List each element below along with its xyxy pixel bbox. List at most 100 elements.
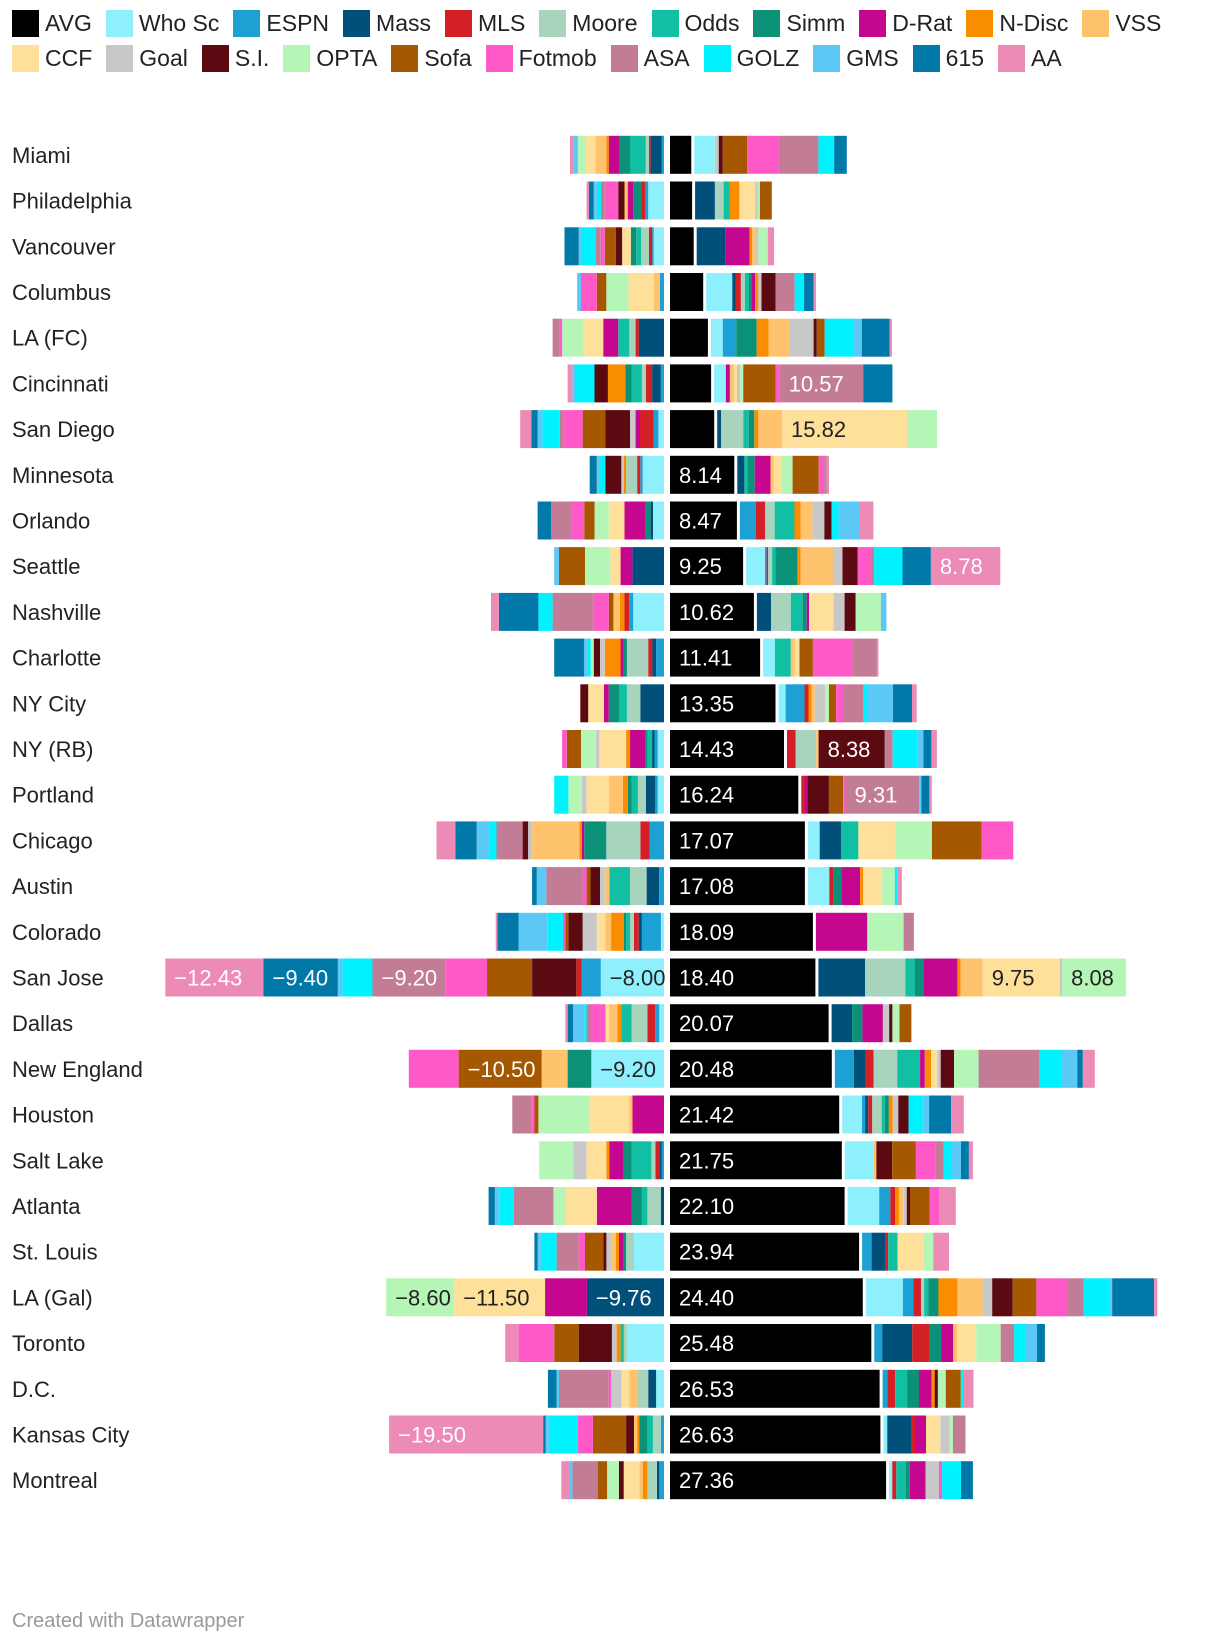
bar-segment <box>1000 1324 1015 1362</box>
bar-segment <box>960 958 983 997</box>
row-label: Atlanta <box>12 1194 81 1219</box>
bar-segment <box>645 364 653 403</box>
bar-value-label: 24.40 <box>679 1285 734 1310</box>
bar-segment <box>903 1187 907 1225</box>
bar-segment <box>807 821 820 860</box>
bar-segment <box>600 227 605 266</box>
bar-segment <box>537 1232 541 1271</box>
bar-segment <box>653 273 660 311</box>
legend-item: CCF <box>12 45 92 72</box>
row-label: Toronto <box>12 1331 85 1356</box>
bar-segment <box>629 1095 633 1134</box>
bar-segment <box>631 775 638 814</box>
legend-item: Odds <box>651 10 739 37</box>
legend-label: Fotmob <box>518 45 597 71</box>
legend-label: GOLZ <box>736 45 800 71</box>
bar-segment <box>909 1461 926 1500</box>
bar-segment <box>661 135 664 174</box>
legend-label: CCF <box>45 45 93 71</box>
bar-segment <box>887 1415 911 1454</box>
bar-segment <box>641 912 661 951</box>
legend-item: S.I. <box>201 45 269 72</box>
bar-segment <box>626 730 631 768</box>
row-label: Dallas <box>12 1011 73 1036</box>
bar-segment <box>620 638 624 677</box>
bar-segment <box>656 1461 660 1500</box>
bar-segment <box>488 821 497 860</box>
bar-segment <box>532 958 577 997</box>
legend-item: Who Sc <box>105 10 219 37</box>
bar-value-label: 13.35 <box>679 691 734 716</box>
bar-segment <box>739 181 756 220</box>
bar-segment <box>603 318 619 357</box>
bar-segment <box>630 135 646 174</box>
bar-segment <box>758 273 762 311</box>
bar-segment <box>809 592 834 631</box>
bar-segment <box>650 501 653 540</box>
bar-segment <box>638 318 664 357</box>
bar-segment <box>596 730 600 768</box>
bar-segment <box>659 1004 664 1043</box>
bar-segment <box>562 730 567 768</box>
bar-segment <box>811 684 815 723</box>
bar-segment <box>634 1232 664 1271</box>
bar-segment <box>772 547 776 586</box>
legend-item: GOLZ <box>703 45 800 72</box>
bar-segment <box>938 1461 943 1500</box>
bar-segment <box>718 135 723 174</box>
bar-value-label: 16.24 <box>679 783 734 808</box>
bar-segment <box>606 1232 611 1271</box>
row-label: LA (FC) <box>12 326 88 351</box>
bar-segment <box>648 1369 657 1408</box>
bar-segment <box>894 867 898 906</box>
bar-segment <box>573 1141 587 1180</box>
bar-segment <box>913 1278 922 1317</box>
bar-segment <box>547 912 563 951</box>
bar-segment <box>872 1095 882 1134</box>
bar-segment <box>847 1187 880 1225</box>
bar-segment <box>594 501 609 540</box>
bar-segment <box>928 1278 939 1317</box>
bar-segment <box>608 592 614 631</box>
bar-segment <box>604 638 621 677</box>
bar-segment <box>834 1049 854 1088</box>
bar-segment <box>647 730 653 768</box>
bar-segment <box>912 1324 930 1362</box>
bar-segment <box>800 501 813 540</box>
row-label: Minnesota <box>12 463 114 488</box>
bar-segment <box>593 638 600 677</box>
bar-segment <box>576 958 582 997</box>
bar-value-label: 15.82 <box>791 417 846 442</box>
bar-segment <box>608 775 623 814</box>
bar-segment <box>853 1049 866 1088</box>
bar-segment <box>578 1232 585 1271</box>
bar-segment <box>565 912 569 951</box>
bar-segment <box>670 318 708 357</box>
bar-segment <box>548 1415 578 1454</box>
bar-segment <box>755 181 758 220</box>
bar-segment <box>794 273 805 311</box>
bar-segment <box>619 1461 624 1500</box>
bar-segment <box>651 1141 656 1180</box>
bar-segment <box>670 592 754 631</box>
legend-swatch <box>651 10 679 37</box>
bar-segment <box>710 318 723 357</box>
bar-segment <box>624 181 628 220</box>
bar-segment <box>829 684 837 723</box>
bar-segment <box>816 318 825 357</box>
bar-segment <box>899 1004 912 1043</box>
bar-segment <box>807 867 830 906</box>
bar-segment <box>752 227 756 266</box>
bar-segment <box>621 455 624 494</box>
bar-segment <box>1039 1049 1062 1088</box>
bar-segment <box>931 730 937 768</box>
bar-segment <box>725 364 730 403</box>
bar-segment <box>670 410 715 449</box>
bar-segment <box>573 135 578 174</box>
bar-segment <box>645 775 656 814</box>
bar-segment <box>647 1004 656 1043</box>
bar-segment <box>924 1049 932 1088</box>
legend-swatch <box>485 45 513 72</box>
bar-segment <box>1026 1324 1038 1362</box>
bar-segment <box>581 730 596 768</box>
